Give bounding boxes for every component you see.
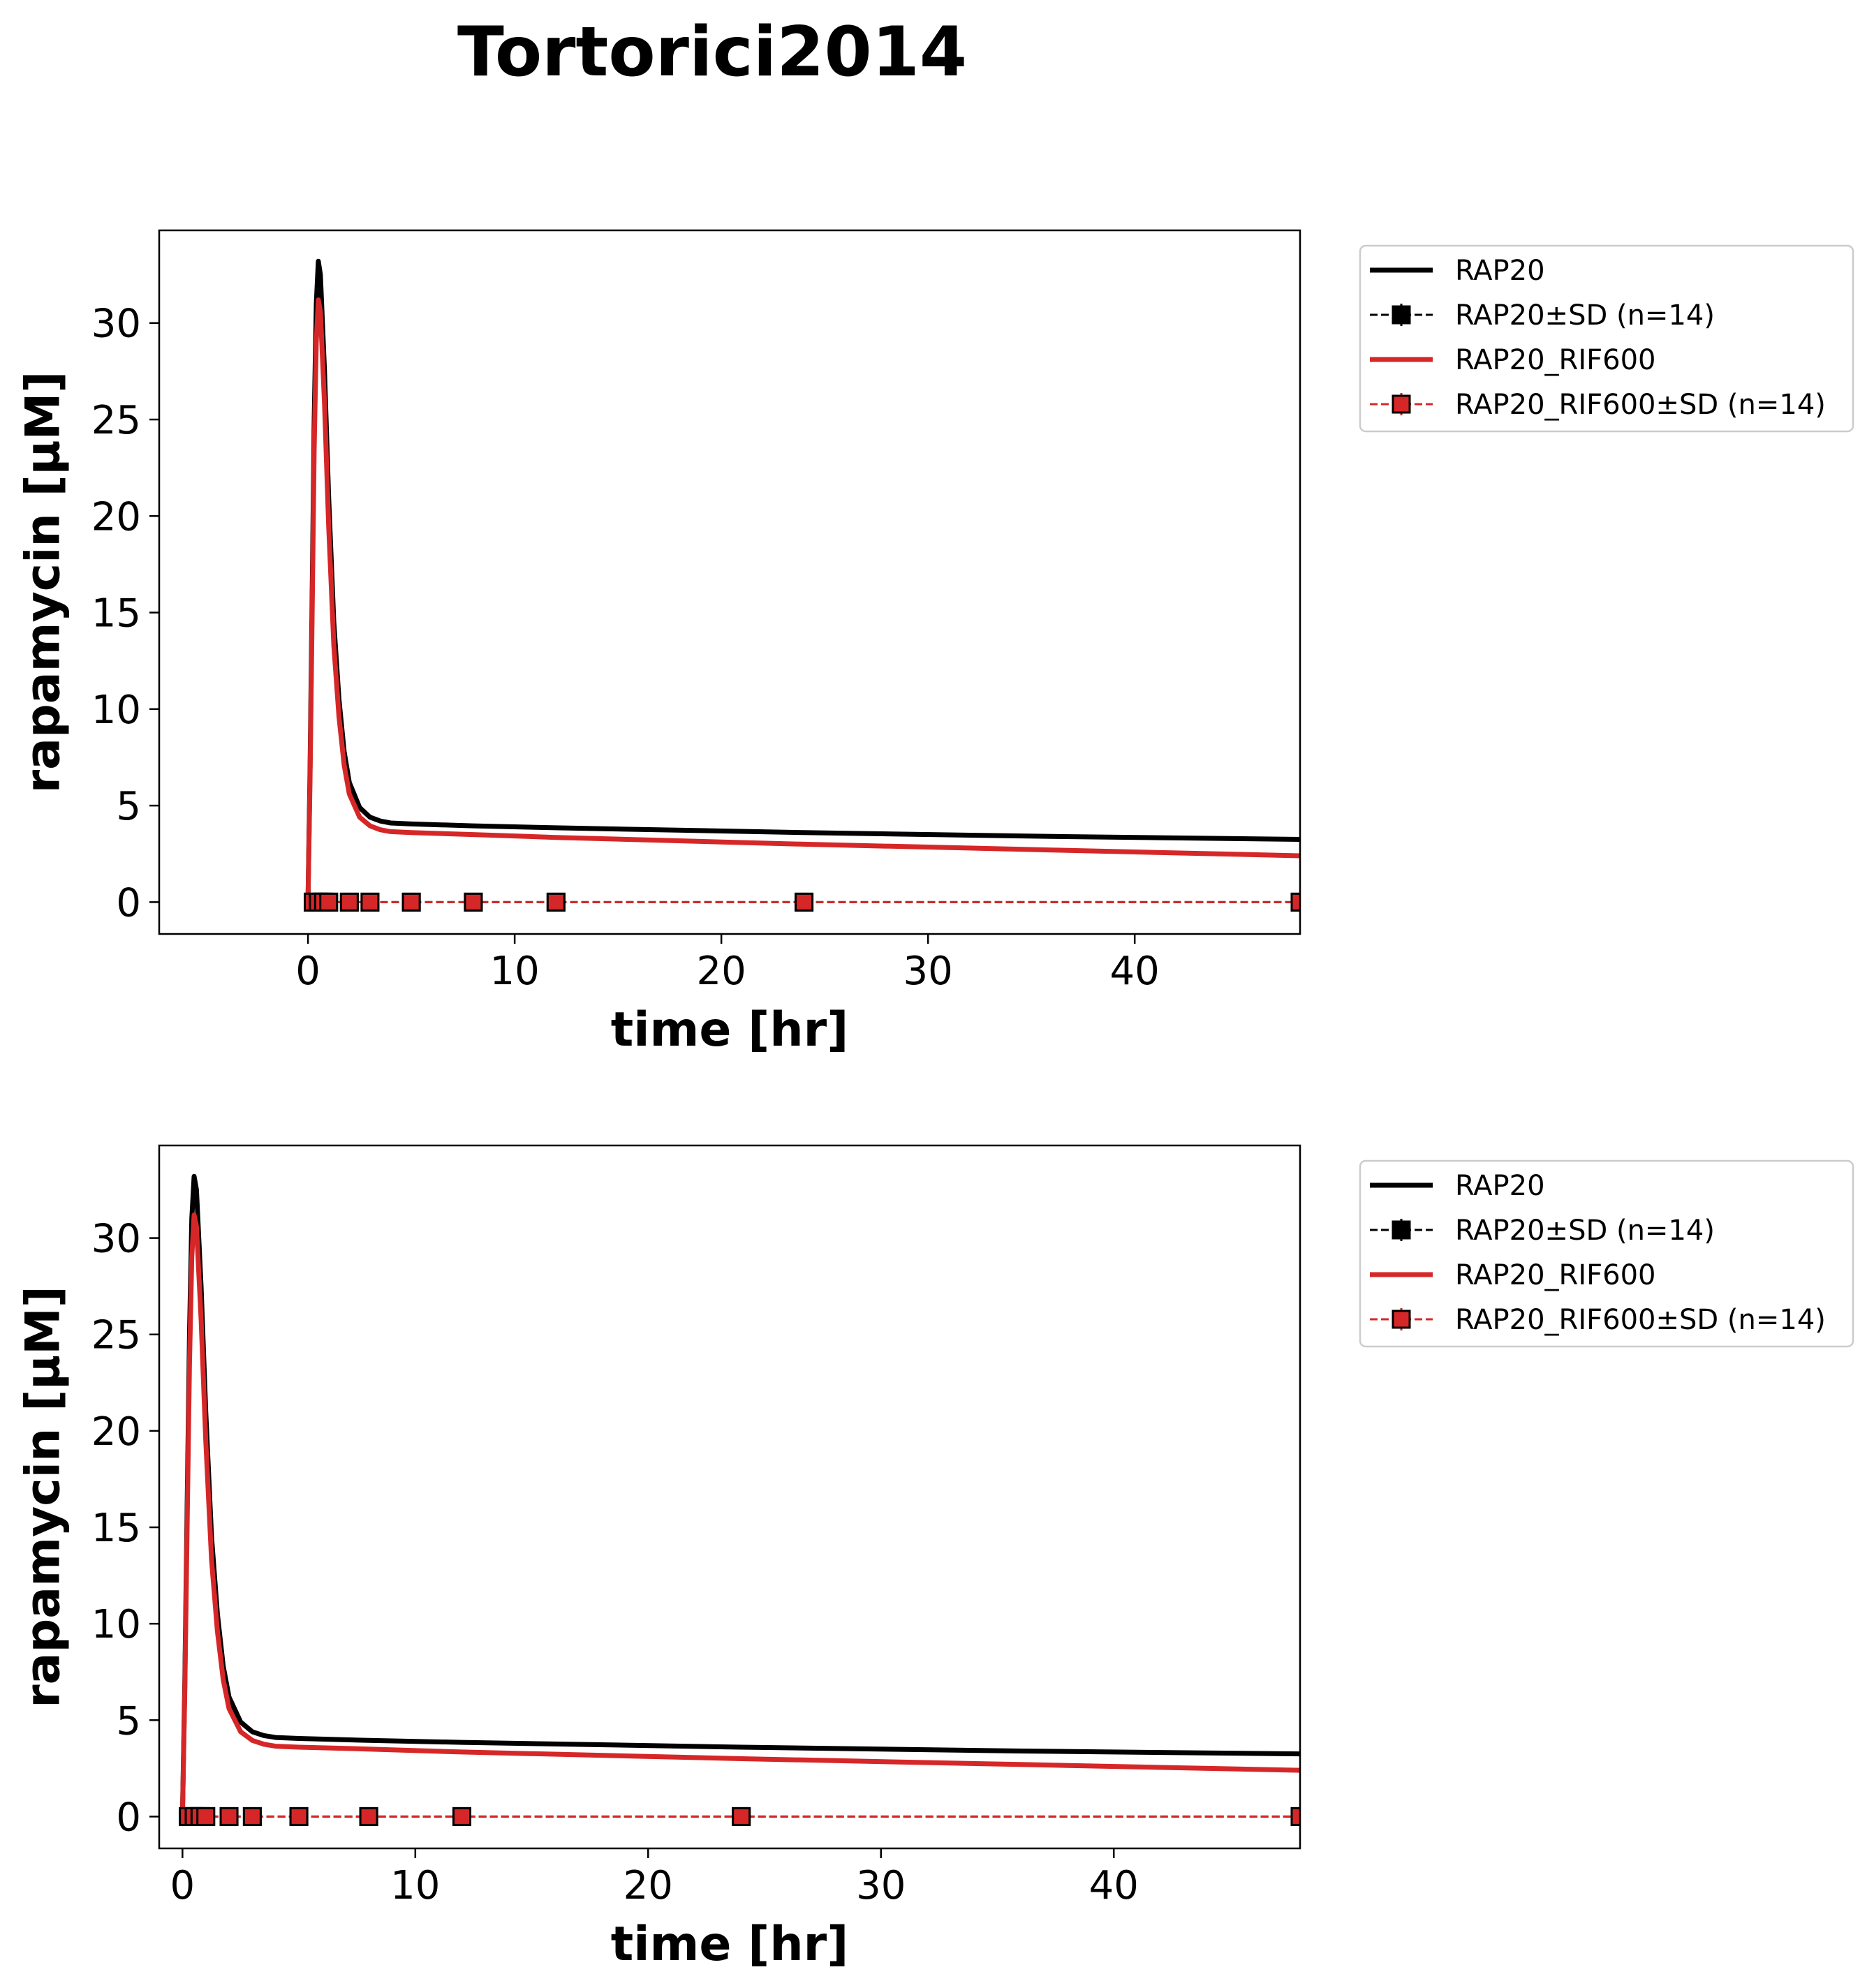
data-point-marker	[196, 1807, 216, 1826]
legend: RAP20 RAP20±SD (n=14) RAP20_RIF600 RAP20_RI…	[1359, 244, 1854, 433]
legend-entry-label: RAP20±SD (n=14)	[1455, 299, 1715, 332]
y-tick-label: 30	[91, 302, 141, 347]
y-axis-label: rapamycin [µM]	[16, 371, 71, 794]
data-point-marker	[464, 892, 483, 912]
chart-panel-top: 0 10 20 30 40 0 5 10 15 20 25 30 time [hr] rapamycin …	[16, 229, 1854, 1058]
series-line-2	[305, 297, 1300, 903]
x-tick-label: 0	[170, 1863, 195, 1908]
x-tick-label: 20	[623, 1863, 673, 1908]
legend-marker-handle	[1392, 394, 1411, 414]
plot-area	[304, 258, 1300, 912]
axes-frame	[158, 229, 1301, 935]
legend-entry-label: RAP20_RIF600	[1455, 1259, 1656, 1291]
data-point-marker	[360, 892, 380, 912]
figure-title: Tortorici2014	[457, 13, 967, 92]
y-tick-label: 15	[91, 1506, 141, 1551]
y-tick-label: 5	[116, 784, 141, 829]
y-tick-label: 5	[116, 1698, 141, 1744]
x-tick-label: 20	[697, 949, 746, 994]
legend-frame	[1359, 1159, 1854, 1348]
data-point-marker	[289, 1807, 309, 1826]
y-tick-label: 25	[91, 1313, 141, 1358]
x-tick-label: 30	[903, 949, 953, 994]
legend-frame	[1359, 244, 1854, 433]
data-point-marker	[546, 892, 566, 912]
legend-entry-label: RAP20±SD (n=14)	[1455, 1215, 1715, 1247]
plot-area	[179, 1173, 1300, 1826]
legend-entry-label: RAP20	[1455, 255, 1545, 287]
data-point-marker	[319, 892, 339, 912]
axes-frame	[158, 1144, 1301, 1850]
data-point-marker	[1290, 892, 1300, 912]
y-tick-label: 20	[91, 494, 141, 540]
legend-marker-handle	[1392, 1220, 1411, 1240]
legend-entry-label: RAP20_RIF600±SD (n=14)	[1455, 389, 1826, 421]
legend-marker-handle	[1392, 1310, 1411, 1329]
legend-entry-label: RAP20_RIF600	[1455, 344, 1656, 376]
data-point-marker	[359, 1807, 378, 1826]
x-axis-label: time [hr]	[611, 1917, 849, 1972]
x-tick-label: 10	[390, 1863, 440, 1908]
x-tick-label: 30	[856, 1863, 906, 1908]
data-point-marker	[732, 1807, 751, 1826]
y-tick-label: 10	[91, 1602, 141, 1647]
legend-entry-label: RAP20_RIF600±SD (n=14)	[1455, 1304, 1826, 1336]
data-point-marker	[452, 1807, 472, 1826]
x-axis-label: time [hr]	[611, 1002, 849, 1058]
y-tick-label: 10	[91, 688, 141, 733]
x-tick-label: 10	[490, 949, 540, 994]
y-tick-label: 15	[91, 591, 141, 637]
y-tick-label: 0	[116, 880, 141, 926]
data-point-marker	[1290, 1807, 1300, 1826]
series-line-2	[179, 1212, 1300, 1817]
legend: RAP20 RAP20±SD (n=14) RAP20_RIF600 RAP20_RI…	[1359, 1159, 1854, 1348]
x-tick-label: 40	[1110, 949, 1160, 994]
legend-marker-handle	[1392, 305, 1411, 325]
y-tick-label: 0	[116, 1795, 141, 1840]
data-point-marker	[795, 892, 814, 912]
y-axis-label: rapamycin [µM]	[16, 1286, 71, 1708]
data-point-marker	[339, 892, 359, 912]
x-tick-label: 40	[1089, 1863, 1139, 1908]
legend-entry-label: RAP20	[1455, 1170, 1545, 1202]
data-point-marker	[401, 892, 421, 912]
y-tick-label: 30	[91, 1217, 141, 1262]
y-tick-label: 20	[91, 1409, 141, 1455]
data-point-marker	[242, 1807, 262, 1826]
x-tick-label: 0	[295, 949, 320, 994]
y-tick-label: 25	[91, 398, 141, 443]
data-point-marker	[219, 1807, 239, 1826]
